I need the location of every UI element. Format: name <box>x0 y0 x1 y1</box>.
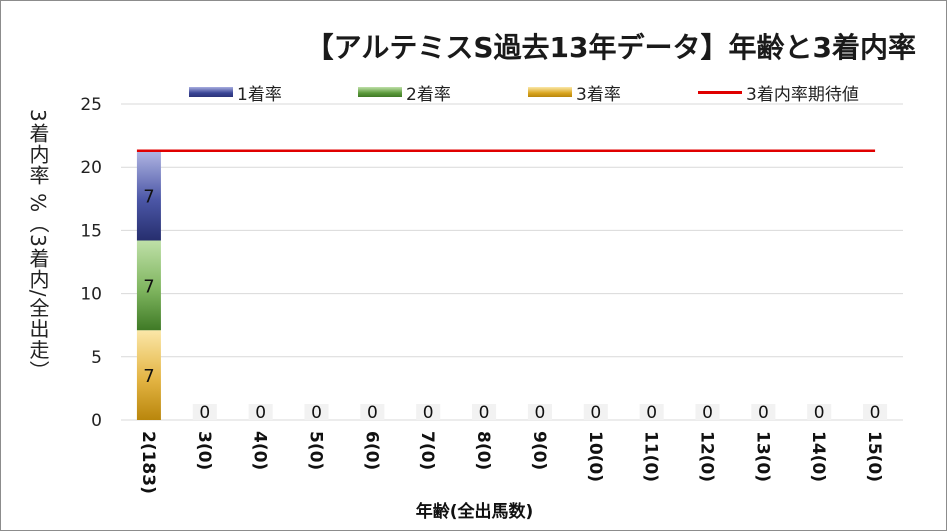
legend-item-expected-rate: 3着内率期待値 <box>698 81 859 105</box>
chart-title: 【アルテミスS過去13年データ】年齢と3着内率 <box>305 31 916 64</box>
zero-label-bg-5 <box>416 404 441 420</box>
legend-label-second-rate: 2着率 <box>406 84 451 105</box>
zero-label-bg-12 <box>807 404 832 420</box>
legend-swatch-third-rate <box>528 87 572 97</box>
zero-label-bg-7 <box>527 404 552 420</box>
y-tick-label-5: 5 <box>91 348 102 368</box>
x-tick-label-11: 13(0) <box>752 431 772 482</box>
x-axis-title: 年齢(全出馬数) <box>415 502 534 522</box>
y-axis-title: 3着内率 %（3着内/全出走） <box>26 109 50 382</box>
y-tick-label-10: 10 <box>80 285 102 305</box>
x-tick-label-2: 4(0) <box>250 431 270 470</box>
x-tick-label-9: 11(0) <box>641 431 661 482</box>
y-tick-label-15: 15 <box>80 221 102 241</box>
x-tick-label-8: 10(0) <box>585 431 605 482</box>
zero-label-bg-10 <box>695 404 720 420</box>
legend-item-third-rate: 3着率 <box>528 81 621 105</box>
zero-label-bg-4 <box>360 404 385 420</box>
zero-label-bg-6 <box>472 404 497 420</box>
y-tick-label-0: 0 <box>91 411 102 431</box>
data-label-zero-1: 0 <box>199 403 210 423</box>
data-label-2-0: 7 <box>143 276 154 297</box>
x-tick-label-3: 5(0) <box>306 431 326 470</box>
legend-label-expected-rate: 3着内率期待値 <box>746 84 859 105</box>
data-label-zero-4: 0 <box>367 403 378 423</box>
data-label-zero-8: 0 <box>590 403 601 423</box>
data-label-3-0: 7 <box>143 187 154 208</box>
zero-label-bg-2 <box>248 404 273 420</box>
data-label-zero-10: 0 <box>702 403 713 423</box>
zero-label-bg-13 <box>863 404 888 420</box>
x-tick-label-4: 6(0) <box>361 431 381 470</box>
legend-line-expected-rate <box>698 90 742 94</box>
data-label-zero-3: 0 <box>311 403 322 423</box>
y-tick-label-20: 20 <box>80 158 102 178</box>
data-label-zero-9: 0 <box>646 403 657 423</box>
x-tick-label-6: 8(0) <box>473 431 493 470</box>
zero-label-bg-9 <box>639 404 664 420</box>
bar-segment-3-0 <box>136 150 161 241</box>
zero-label-bg-3 <box>304 404 329 420</box>
data-label-zero-6: 0 <box>479 403 490 423</box>
x-tick-label-5: 7(0) <box>417 431 437 470</box>
legend-swatch-second-rate <box>358 87 402 97</box>
bar-segment-2-0 <box>136 240 161 331</box>
data-label-zero-5: 0 <box>423 403 434 423</box>
zero-label-bg-8 <box>583 404 608 420</box>
x-tick-label-12: 14(0) <box>808 431 828 482</box>
legend-label-third-rate: 3着率 <box>576 84 621 105</box>
legend-item-second-rate: 2着率 <box>358 81 451 105</box>
x-tick-label-10: 12(0) <box>697 431 717 482</box>
zero-label-bg-1 <box>192 404 217 420</box>
data-label-zero-12: 0 <box>814 403 825 423</box>
x-tick-label-1: 3(0) <box>194 431 214 470</box>
legend-item-win-rate: 1着率 <box>189 81 282 105</box>
bar-segment-1-0 <box>136 330 161 420</box>
legend-label-win-rate: 1着率 <box>237 84 282 105</box>
x-tick-label-7: 9(0) <box>529 431 549 470</box>
x-tick-label-13: 15(0) <box>864 431 884 482</box>
zero-label-bg-11 <box>751 404 776 420</box>
x-tick-label-0: 2(183) <box>138 431 158 494</box>
legend-swatch-win-rate <box>189 87 233 97</box>
data-label-zero-7: 0 <box>535 403 546 423</box>
data-label-zero-13: 0 <box>870 403 881 423</box>
y-tick-label-25: 25 <box>80 95 102 115</box>
data-label-zero-11: 0 <box>758 403 769 423</box>
data-label-1-0: 7 <box>143 366 154 387</box>
data-label-zero-2: 0 <box>255 403 266 423</box>
